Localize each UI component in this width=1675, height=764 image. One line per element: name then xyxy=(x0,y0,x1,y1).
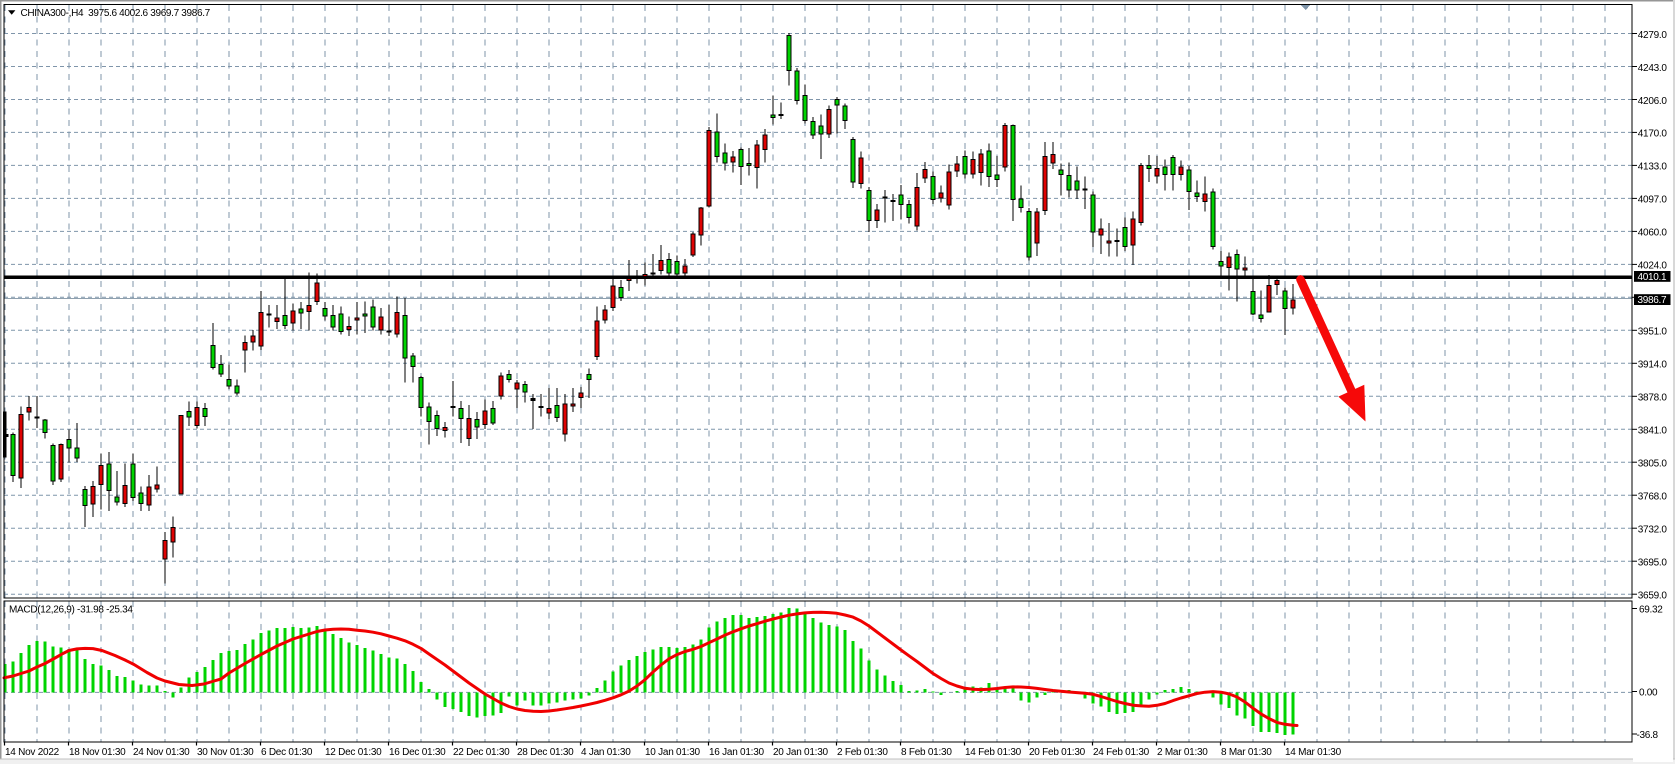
svg-text:3878.0: 3878.0 xyxy=(1638,393,1668,404)
svg-text:24 Feb 01:30: 24 Feb 01:30 xyxy=(1093,747,1150,758)
svg-text:4133.0: 4133.0 xyxy=(1638,162,1668,173)
svg-text:10 Jan 01:30: 10 Jan 01:30 xyxy=(645,747,701,758)
svg-text:3659.0: 3659.0 xyxy=(1638,591,1668,602)
svg-text:3768.0: 3768.0 xyxy=(1638,492,1668,503)
svg-text:0.00: 0.00 xyxy=(1639,688,1658,699)
svg-text:4097.0: 4097.0 xyxy=(1638,195,1668,206)
svg-text:3841.0: 3841.0 xyxy=(1638,426,1668,437)
svg-text:20 Feb 01:30: 20 Feb 01:30 xyxy=(1029,747,1086,758)
svg-text:4060.0: 4060.0 xyxy=(1638,228,1668,239)
svg-text:16 Dec 01:30: 16 Dec 01:30 xyxy=(389,747,446,758)
svg-text:3805.0: 3805.0 xyxy=(1638,459,1668,470)
svg-text:3732.0: 3732.0 xyxy=(1638,525,1668,536)
svg-text:3914.0: 3914.0 xyxy=(1638,360,1668,371)
svg-text:2 Mar 01:30: 2 Mar 01:30 xyxy=(1157,747,1208,758)
svg-text:24 Nov 01:30: 24 Nov 01:30 xyxy=(133,747,190,758)
svg-text:16 Jan 01:30: 16 Jan 01:30 xyxy=(709,747,765,758)
svg-text:30 Nov 01:30: 30 Nov 01:30 xyxy=(197,747,254,758)
svg-text:-36.8: -36.8 xyxy=(1637,730,1659,741)
svg-text:4243.0: 4243.0 xyxy=(1638,63,1668,74)
svg-text:3951.0: 3951.0 xyxy=(1638,327,1668,338)
svg-text:MACD(12,26,9) -31.98 -25.34: MACD(12,26,9) -31.98 -25.34 xyxy=(9,605,133,616)
svg-text:4279.0: 4279.0 xyxy=(1638,30,1668,41)
svg-text:2 Feb 01:30: 2 Feb 01:30 xyxy=(837,747,888,758)
svg-text:3695.0: 3695.0 xyxy=(1638,558,1668,569)
svg-text:8 Mar 01:30: 8 Mar 01:30 xyxy=(1221,747,1272,758)
svg-text:4170.0: 4170.0 xyxy=(1638,129,1668,140)
svg-text:4206.0: 4206.0 xyxy=(1638,96,1668,107)
svg-text:3986.7: 3986.7 xyxy=(1638,295,1668,306)
svg-text:18 Nov 01:30: 18 Nov 01:30 xyxy=(69,747,126,758)
svg-text:14 Nov 2022: 14 Nov 2022 xyxy=(5,747,60,758)
svg-text:69.32: 69.32 xyxy=(1639,605,1663,616)
svg-text:CHINA300-,H4 3975.6 4002.6 39: CHINA300-,H4 3975.6 4002.6 3969.7 3986.7 xyxy=(21,8,211,19)
svg-text:4010.1: 4010.1 xyxy=(1638,272,1668,283)
svg-text:28 Dec 01:30: 28 Dec 01:30 xyxy=(517,747,574,758)
svg-text:4 Jan 01:30: 4 Jan 01:30 xyxy=(581,747,631,758)
svg-text:22 Dec 01:30: 22 Dec 01:30 xyxy=(453,747,510,758)
svg-text:14 Mar 01:30: 14 Mar 01:30 xyxy=(1285,747,1342,758)
svg-text:12 Dec 01:30: 12 Dec 01:30 xyxy=(325,747,382,758)
svg-text:14 Feb 01:30: 14 Feb 01:30 xyxy=(965,747,1022,758)
svg-text:8 Feb 01:30: 8 Feb 01:30 xyxy=(901,747,952,758)
svg-text:4024.0: 4024.0 xyxy=(1638,261,1668,272)
svg-text:6 Dec 01:30: 6 Dec 01:30 xyxy=(261,747,313,758)
svg-text:20 Jan 01:30: 20 Jan 01:30 xyxy=(773,747,829,758)
